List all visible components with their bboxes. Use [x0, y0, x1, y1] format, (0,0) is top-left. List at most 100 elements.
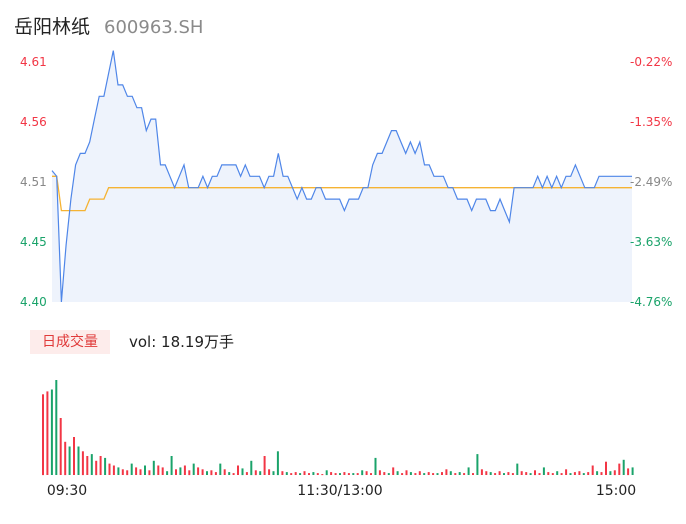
- volume-bar: [339, 473, 341, 475]
- volume-bar: [605, 461, 607, 475]
- volume-bar: [361, 470, 364, 476]
- volume-bar: [46, 391, 49, 475]
- volume-bar: [414, 473, 417, 475]
- volume-bar: [259, 471, 262, 475]
- volume-bar: [254, 470, 257, 476]
- volume-bar: [485, 471, 488, 475]
- volume-bar: [241, 468, 244, 476]
- volume-bar: [179, 467, 182, 475]
- daily-volume-tag: 日成交量: [30, 330, 110, 354]
- volume-bar: [263, 456, 266, 475]
- x-tick: 15:00: [596, 483, 636, 499]
- volume-bar: [578, 471, 581, 475]
- volume-bar: [201, 469, 204, 475]
- volume-bar: [418, 471, 421, 475]
- volume-bar: [529, 473, 532, 475]
- volume-bar: [223, 469, 226, 475]
- volume-bar: [378, 470, 381, 476]
- price-line: [51, 50, 632, 303]
- volume-bar: [472, 473, 474, 475]
- volume-bar: [112, 465, 115, 475]
- volume-bar: [99, 456, 102, 475]
- volume-bar: [210, 470, 213, 476]
- y-tick-left: 4.61: [20, 55, 47, 69]
- volume-bar: [268, 469, 271, 475]
- volume-bar: [77, 446, 80, 475]
- volume-bar: [219, 463, 222, 475]
- volume-bar: [206, 471, 208, 475]
- volume-bar: [352, 473, 355, 475]
- volume-bar: [618, 463, 621, 475]
- volume-bar: [245, 472, 248, 475]
- volume-bar: [525, 472, 528, 475]
- volume-bar: [148, 470, 151, 476]
- stock-code: 600963.SH: [104, 17, 204, 38]
- volume-bar: [188, 470, 191, 476]
- volume-bar: [494, 473, 497, 475]
- volume-bar: [387, 473, 390, 475]
- y-tick-left: 4.40: [20, 295, 47, 309]
- volume-bar: [175, 469, 177, 475]
- volume-bar: [454, 473, 457, 475]
- volume-bar: [290, 473, 293, 475]
- volume-bar: [551, 473, 554, 475]
- volume-bar: [463, 473, 466, 475]
- volume-bar: [423, 473, 426, 475]
- volume-bar: [613, 470, 616, 476]
- volume-bar: [534, 470, 536, 476]
- volume-bar: [409, 472, 412, 475]
- x-tick: 09:30: [47, 483, 87, 499]
- header: 岳阳林纸 600963.SH: [14, 12, 203, 40]
- volume-bar: [108, 463, 111, 475]
- volume-bar: [299, 473, 302, 475]
- volume-bar: [511, 473, 514, 475]
- volume-bar: [441, 472, 443, 475]
- volume-bar: [144, 465, 146, 475]
- y-tick-left: 4.56: [20, 115, 47, 129]
- volume-bar: [392, 467, 395, 475]
- volume-bar: [374, 457, 377, 475]
- volume-bar: [556, 471, 559, 475]
- volume-bar: [42, 394, 44, 476]
- volume-bar: [582, 473, 585, 475]
- x-tick: 11:30/13:00: [297, 483, 382, 499]
- volume-bar: [228, 472, 231, 475]
- volume-bar: [596, 471, 599, 475]
- volume-bar: [343, 472, 346, 475]
- volume-bar: [237, 465, 239, 475]
- volume-bar: [445, 469, 448, 475]
- volume-bar: [498, 471, 501, 475]
- volume-bar: [520, 471, 523, 475]
- y-tick-right: -3.63%: [630, 235, 672, 249]
- volume-bar: [573, 472, 576, 475]
- volume-bar: [157, 465, 160, 475]
- volume-bar: [458, 472, 461, 475]
- volume-bar: [197, 467, 200, 475]
- volume-bar: [104, 457, 107, 475]
- volume-bar: [569, 473, 572, 475]
- volume-bar: [64, 441, 67, 476]
- volume-bar: [325, 470, 328, 476]
- y-tick-right: -1.35%: [630, 115, 672, 129]
- volume-bar: [405, 470, 408, 476]
- volume-bar: [547, 472, 550, 475]
- volume-bar: [250, 460, 253, 476]
- volume-bar: [73, 437, 75, 475]
- volume-bar: [467, 467, 470, 475]
- volume-bar: [55, 380, 58, 475]
- volume-bar: [316, 473, 319, 475]
- volume-bar: [183, 465, 186, 475]
- volume-bar: [565, 469, 568, 475]
- volume-bar: [542, 467, 545, 475]
- volume-bar: [334, 473, 337, 475]
- y-tick-right: -4.76%: [630, 295, 672, 309]
- volume-bar: [321, 474, 324, 476]
- volume-bar: [383, 472, 386, 475]
- volume-bar: [81, 451, 84, 476]
- volume-bar: [312, 472, 315, 475]
- volume-bar: [609, 471, 612, 475]
- volume-bar: [308, 473, 310, 475]
- volume-bar: [396, 471, 399, 475]
- volume-bar: [507, 472, 510, 475]
